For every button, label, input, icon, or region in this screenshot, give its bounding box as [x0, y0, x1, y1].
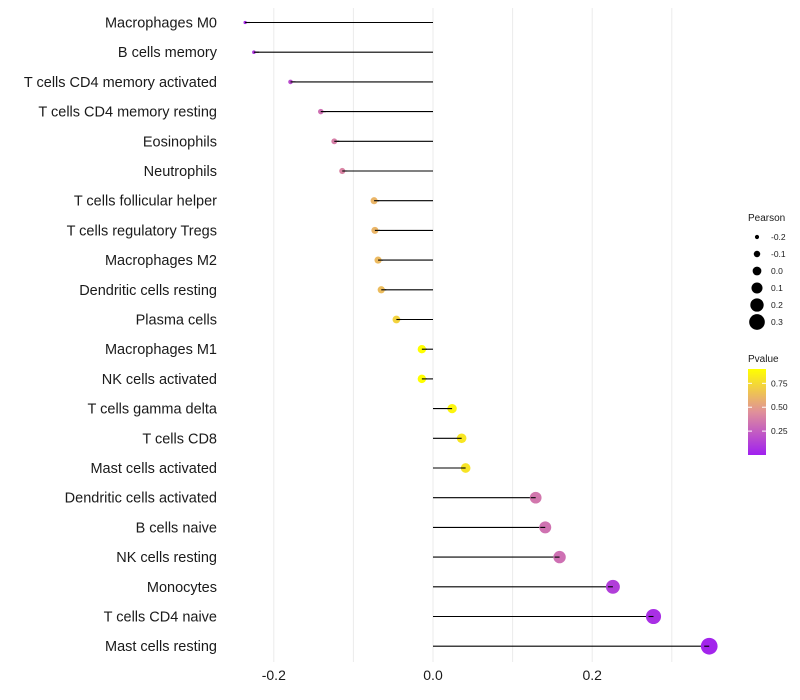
category-label: Eosinophils	[143, 134, 217, 150]
x-tick-label: 0.0	[423, 667, 443, 683]
pearson-legend-label: -0.2	[771, 232, 786, 242]
category-label: T cells follicular helper	[74, 194, 217, 210]
category-label: Mast cells activated	[90, 461, 217, 477]
pearson-legend-title: Pearson	[748, 213, 785, 224]
pearson-legend-label: 0.2	[771, 300, 783, 310]
x-tick-label: 0.2	[582, 667, 602, 683]
point-layer	[243, 20, 718, 655]
category-label: T cells CD4 memory resting	[38, 105, 217, 121]
pvalue-legend-title: Pvalue	[748, 354, 779, 365]
category-label: T cells gamma delta	[88, 402, 218, 418]
pvalue-colorbar	[748, 369, 766, 455]
x-tick-label: -0.2	[262, 667, 286, 683]
pearson-legend-label: -0.1	[771, 249, 786, 259]
category-label: NK cells activated	[102, 372, 217, 388]
category-label: Dendritic cells activated	[65, 491, 217, 507]
category-label: Mast cells resting	[105, 639, 217, 655]
segment-layer	[245, 21, 710, 647]
category-labels: Macrophages M0 B cells memory T cells CD4 …	[24, 16, 218, 656]
lollipop-point	[700, 637, 718, 655]
category-label: B cells memory	[118, 45, 218, 61]
category-label: T cells regulatory Tregs	[67, 223, 217, 239]
category-label: Neutrophils	[144, 164, 217, 180]
pearson-legend-key	[749, 314, 765, 330]
category-label: Macrophages M2	[105, 253, 217, 269]
pearson-legend-key	[753, 250, 761, 258]
x-axis-ticks: -0.2 0.0 0.2	[262, 667, 602, 683]
pearson-legend-label: 0.3	[771, 317, 783, 327]
category-label: Monocytes	[147, 580, 217, 596]
pearson-legend-key	[750, 298, 764, 312]
pearson-legend-label: 0.0	[771, 266, 783, 276]
pvalue-legend-label: 0.75	[771, 378, 788, 388]
pvalue-legend: Pvalue 0.75 0.50 0.25	[748, 354, 788, 455]
category-label: Dendritic cells resting	[79, 283, 217, 299]
category-label: NK cells resting	[116, 550, 217, 566]
pearson-legend-key	[754, 234, 760, 240]
category-label: T cells CD4 memory activated	[24, 75, 217, 91]
category-label: Macrophages M1	[105, 342, 217, 358]
pvalue-legend-label: 0.25	[771, 426, 788, 436]
category-label: Plasma cells	[136, 313, 217, 329]
lollipop-point	[318, 108, 324, 115]
pearson-legend: Pearson -0.2 -0.1 0.0 0.1 0.2 0.3	[748, 213, 786, 330]
pvalue-legend-label: 0.50	[771, 402, 788, 412]
grid-layer	[273, 8, 673, 662]
pearson-legend-key	[751, 282, 763, 294]
category-label: Macrophages M0	[105, 16, 217, 32]
pearson-legend-label: 0.1	[771, 283, 783, 293]
lollipop-point	[392, 315, 401, 324]
pearson-legend-key	[752, 266, 762, 276]
category-label: T cells CD4 naive	[104, 610, 217, 626]
category-label: T cells CD8	[142, 431, 217, 447]
category-label: B cells naive	[136, 520, 217, 536]
